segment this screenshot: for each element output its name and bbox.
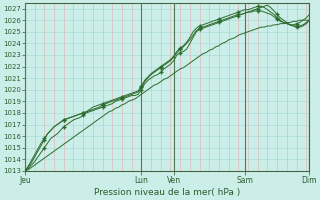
X-axis label: Pression niveau de la mer( hPa ): Pression niveau de la mer( hPa ): [94, 188, 240, 197]
